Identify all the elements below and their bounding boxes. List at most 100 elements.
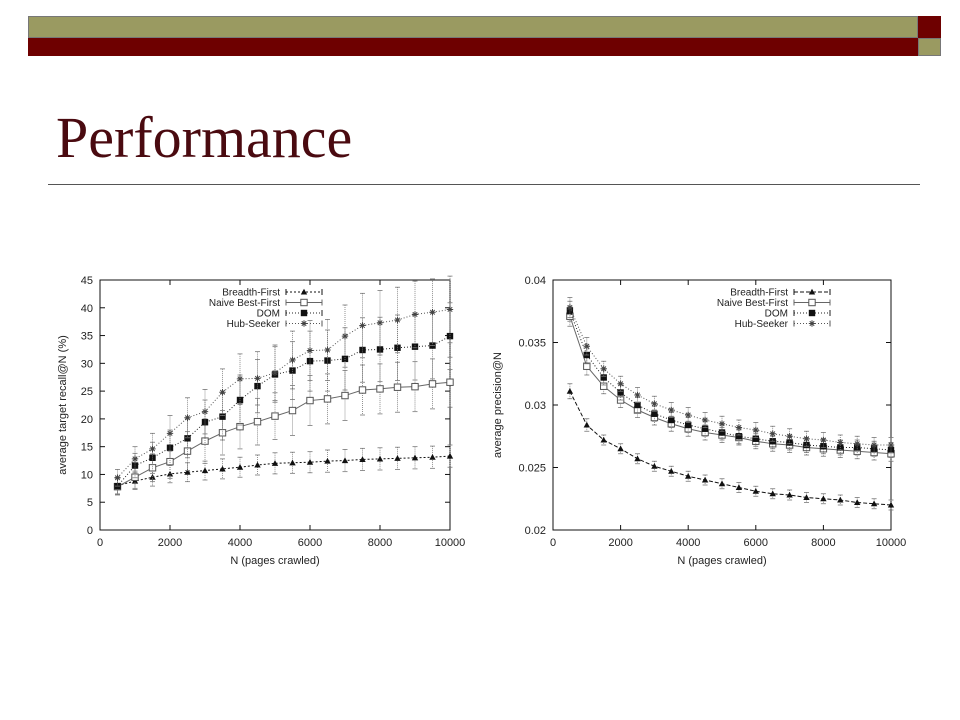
- data-point: [651, 400, 658, 407]
- data-point: [446, 332, 454, 340]
- legend-marker: [300, 298, 308, 307]
- data-point: [752, 426, 759, 434]
- data-point: [854, 499, 861, 506]
- series-line: [117, 455, 451, 487]
- data-point: [289, 367, 296, 374]
- data-point: [446, 452, 454, 459]
- data-point: [201, 408, 209, 415]
- data-point: [668, 406, 675, 414]
- series-line: [569, 307, 891, 446]
- legend-label: Naive Best-First: [717, 298, 788, 309]
- x-tick-label: 4000: [228, 537, 252, 549]
- data-point: [323, 395, 332, 403]
- x-tick-label: 10000: [435, 537, 466, 549]
- legend-label: Breadth-First: [730, 288, 788, 299]
- data-point: [718, 429, 726, 436]
- legend-marker: [808, 320, 816, 327]
- data-point: [271, 369, 279, 376]
- data-point: [769, 430, 776, 437]
- data-point: [870, 441, 878, 449]
- x-tick-label: 6000: [298, 537, 322, 549]
- data-point: [341, 391, 349, 400]
- data-point: [254, 375, 261, 382]
- legend-label: Hub-Seeker: [227, 319, 281, 330]
- x-tick-label: 0: [550, 537, 556, 549]
- data-point: [306, 347, 314, 354]
- data-point: [184, 414, 191, 421]
- y-tick-label: 20: [81, 414, 93, 426]
- y-axis-label: average precision@N: [492, 352, 504, 458]
- data-point: [701, 476, 709, 483]
- data-point: [854, 440, 861, 447]
- data-point: [288, 406, 297, 415]
- data-point: [236, 422, 244, 431]
- data-point: [428, 380, 437, 388]
- y-tick-label: 0.02: [525, 525, 546, 537]
- y-tick-label: 30: [81, 358, 93, 370]
- data-point: [887, 501, 895, 508]
- data-point: [306, 459, 314, 465]
- data-point: [148, 464, 157, 472]
- data-point: [685, 421, 692, 429]
- x-tick-label: 4000: [676, 537, 700, 549]
- legend-marker: [300, 320, 308, 327]
- data-point: [429, 309, 436, 316]
- data-point: [701, 425, 709, 432]
- legend-label: Naive Best-First: [209, 298, 280, 309]
- y-tick-label: 0.025: [518, 463, 546, 475]
- series-hub-seeker: [114, 275, 454, 487]
- recall-chart: 0 2000 4000 6000 8000 10000 0 5 10 15 20 25 30 35 40 45…: [57, 275, 466, 567]
- data-point: [685, 411, 692, 419]
- data-point: [411, 454, 419, 461]
- data-point: [887, 441, 895, 449]
- data-point: [219, 465, 226, 472]
- data-point: [341, 332, 349, 340]
- plot-frame: [552, 279, 892, 531]
- series-line: [569, 311, 892, 451]
- data-point: [600, 436, 607, 443]
- title-rule: [48, 184, 920, 185]
- legend-marker: [808, 298, 816, 307]
- x-tick-label: 8000: [811, 537, 835, 549]
- legend-label: Breadth-First: [222, 288, 280, 299]
- data-point: [324, 357, 331, 364]
- data-point: [289, 356, 296, 364]
- data-point: [149, 445, 156, 453]
- series-breadth-first: [114, 444, 454, 495]
- data-point: [376, 319, 384, 326]
- legend-marker: [300, 288, 308, 295]
- data-point: [600, 365, 607, 372]
- x-tick-label: 10000: [876, 537, 907, 549]
- y-tick-label: 5: [87, 497, 93, 509]
- data-point: [411, 382, 419, 391]
- data-point: [359, 456, 366, 463]
- data-point: [289, 459, 296, 466]
- data-point: [600, 374, 607, 381]
- data-point: [114, 474, 121, 481]
- precision-chart: 0 2000 4000 6000 8000 10000 0.02 0.025 0.03 0.035…: [492, 275, 907, 567]
- series-dom: [114, 302, 454, 495]
- data-point: [617, 445, 624, 452]
- data-point: [429, 454, 436, 460]
- data-point: [786, 491, 793, 498]
- data-point: [854, 444, 861, 451]
- x-axis-label: N (pages crawled): [230, 555, 319, 567]
- data-point: [131, 455, 139, 463]
- y-tick-label: 25: [81, 386, 93, 398]
- data-point: [651, 463, 658, 469]
- data-point: [803, 435, 810, 442]
- data-point: [786, 433, 793, 440]
- data-point: [254, 461, 261, 468]
- header-band-olive: [28, 16, 918, 38]
- data-point: [735, 484, 743, 491]
- x-tick-label: 2000: [158, 537, 182, 549]
- data-point: [341, 355, 349, 363]
- data-point: [166, 457, 174, 466]
- data-point: [634, 455, 641, 462]
- data-point: [617, 389, 624, 396]
- data-point: [685, 473, 692, 479]
- data-point: [358, 386, 367, 394]
- legend-marker: [300, 309, 308, 317]
- data-point: [701, 416, 709, 424]
- plot-frame: [99, 279, 451, 531]
